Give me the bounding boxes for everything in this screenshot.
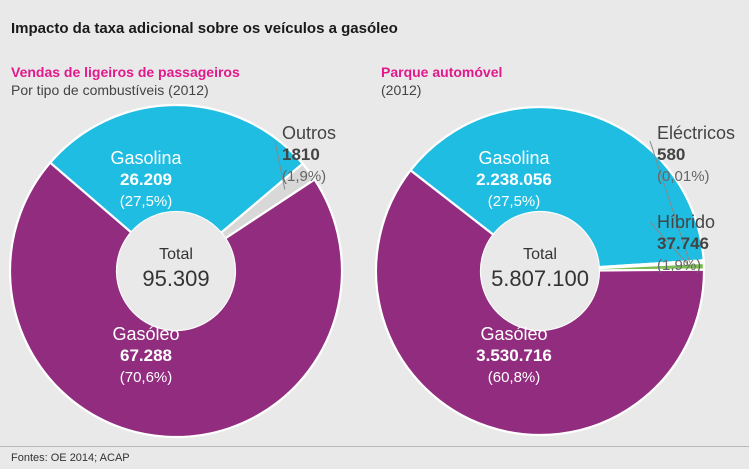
total-value: 95.309 — [142, 266, 209, 291]
source-note: Fontes: OE 2014; ACAP — [11, 452, 130, 464]
label-electricos: Eléctricos 580 (0,01%) — [657, 123, 735, 185]
slice-value: 37.746 — [657, 234, 709, 253]
slice-name: Outros — [282, 123, 336, 143]
slice-percent: (27,5%) — [120, 193, 173, 210]
label-gasolina: Gasolina 2.238.056 (27,5%) — [476, 148, 552, 210]
slice-percent: (0,01%) — [657, 168, 710, 185]
slice-percent: (1,9%) — [657, 257, 701, 274]
label-gasoleo: Gasóleo 3.530.716 (60,8%) — [476, 324, 552, 386]
slice-value: 26.209 — [120, 170, 172, 189]
donut-chart-1: Total 95.309 Gasolina 26.209 (27,5%) Outros 18… — [8, 103, 344, 439]
label-outros: Outros 1810 (1,9%) — [282, 123, 336, 185]
chart-2-subtitle: (2012) — [381, 82, 422, 98]
slice-value: 2.238.056 — [476, 170, 552, 189]
total-label: Total — [523, 246, 557, 263]
slice-value: 580 — [657, 145, 685, 164]
slice-name: Gasolina — [478, 148, 550, 168]
label-hibrido: Híbrido 37.746 (1,9%) — [657, 212, 715, 274]
slice-value: 67.288 — [120, 346, 172, 365]
slice-name: Gasolina — [110, 148, 182, 168]
donut-hole — [481, 212, 599, 330]
total-label: Total — [159, 246, 193, 263]
slice-name: Gasóleo — [480, 324, 547, 344]
donut-hole — [117, 212, 235, 330]
slice-percent: (70,6%) — [120, 369, 173, 386]
chart-1-subtitle: Por tipo de combustíveis (2012) — [11, 82, 209, 98]
slice-percent: (1,9%) — [282, 168, 326, 185]
donut-chart-2: Total 5.807.100 Gasolina 2.238.056 (27,5%) El… — [374, 105, 735, 437]
leader-electricos — [649, 140, 691, 263]
leader-outros — [274, 140, 286, 190]
chart-1-title: Vendas de ligeiros de passageiros — [11, 64, 240, 80]
slice-name: Híbrido — [657, 212, 715, 232]
slice-value: 1810 — [282, 145, 320, 164]
slice-value: 3.530.716 — [476, 346, 552, 365]
label-gasolina: Gasolina 26.209 (27,5%) — [110, 148, 182, 210]
chart-2-title: Parque automóvel — [381, 64, 503, 80]
slice-percent: (27,5%) — [488, 193, 541, 210]
total-value: 5.807.100 — [491, 266, 589, 291]
source-divider — [0, 446, 749, 447]
leader-hibrido — [649, 221, 691, 268]
slice-name: Gasóleo — [112, 324, 179, 344]
slice-name: Eléctricos — [657, 123, 735, 143]
chart-title: Impacto da taxa adicional sobre os veícu… — [11, 20, 398, 37]
slice-percent: (60,8%) — [488, 369, 541, 386]
label-gasoleo: Gasóleo 67.288 (70,6%) — [112, 324, 179, 386]
